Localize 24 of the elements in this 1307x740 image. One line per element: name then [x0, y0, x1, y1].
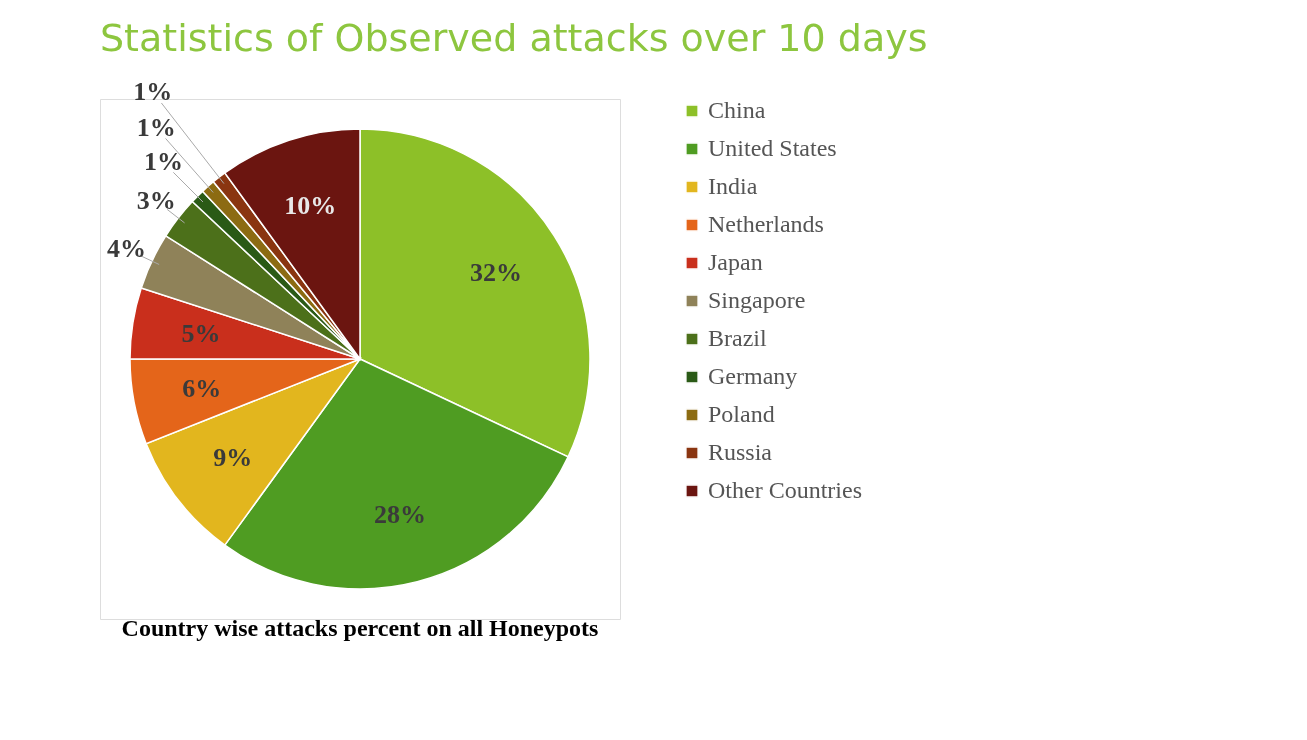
chart-title: Statistics of Observed attacks over 10 days — [100, 15, 928, 60]
data-label: 9% — [213, 442, 253, 472]
legend-label: Brazil — [708, 325, 767, 351]
legend-label: Other Countries — [708, 477, 862, 503]
legend-label: Poland — [708, 401, 775, 427]
data-label: 32% — [469, 257, 522, 287]
data-label: 6% — [182, 374, 222, 404]
data-label: 4% — [107, 234, 147, 264]
data-label: 5% — [181, 318, 221, 348]
legend-label: Russia — [708, 439, 773, 465]
data-label: 3% — [136, 185, 176, 215]
data-label: 1% — [136, 112, 176, 142]
legend-label: Germany — [708, 363, 798, 389]
legend-label: Netherlands — [708, 211, 824, 237]
legend-label: India — [708, 173, 758, 199]
data-label: 28% — [374, 499, 427, 529]
data-label: 1% — [133, 76, 173, 106]
legend-label: Japan — [708, 249, 763, 275]
text: Country wise attacks percent on all Honeypots — [121, 615, 599, 641]
legend-label: United States — [708, 135, 837, 161]
legend-label: Singapore — [708, 287, 806, 313]
data-label: 10% — [284, 190, 337, 220]
legend-label: China — [708, 97, 766, 123]
data-label: 1% — [143, 147, 183, 177]
